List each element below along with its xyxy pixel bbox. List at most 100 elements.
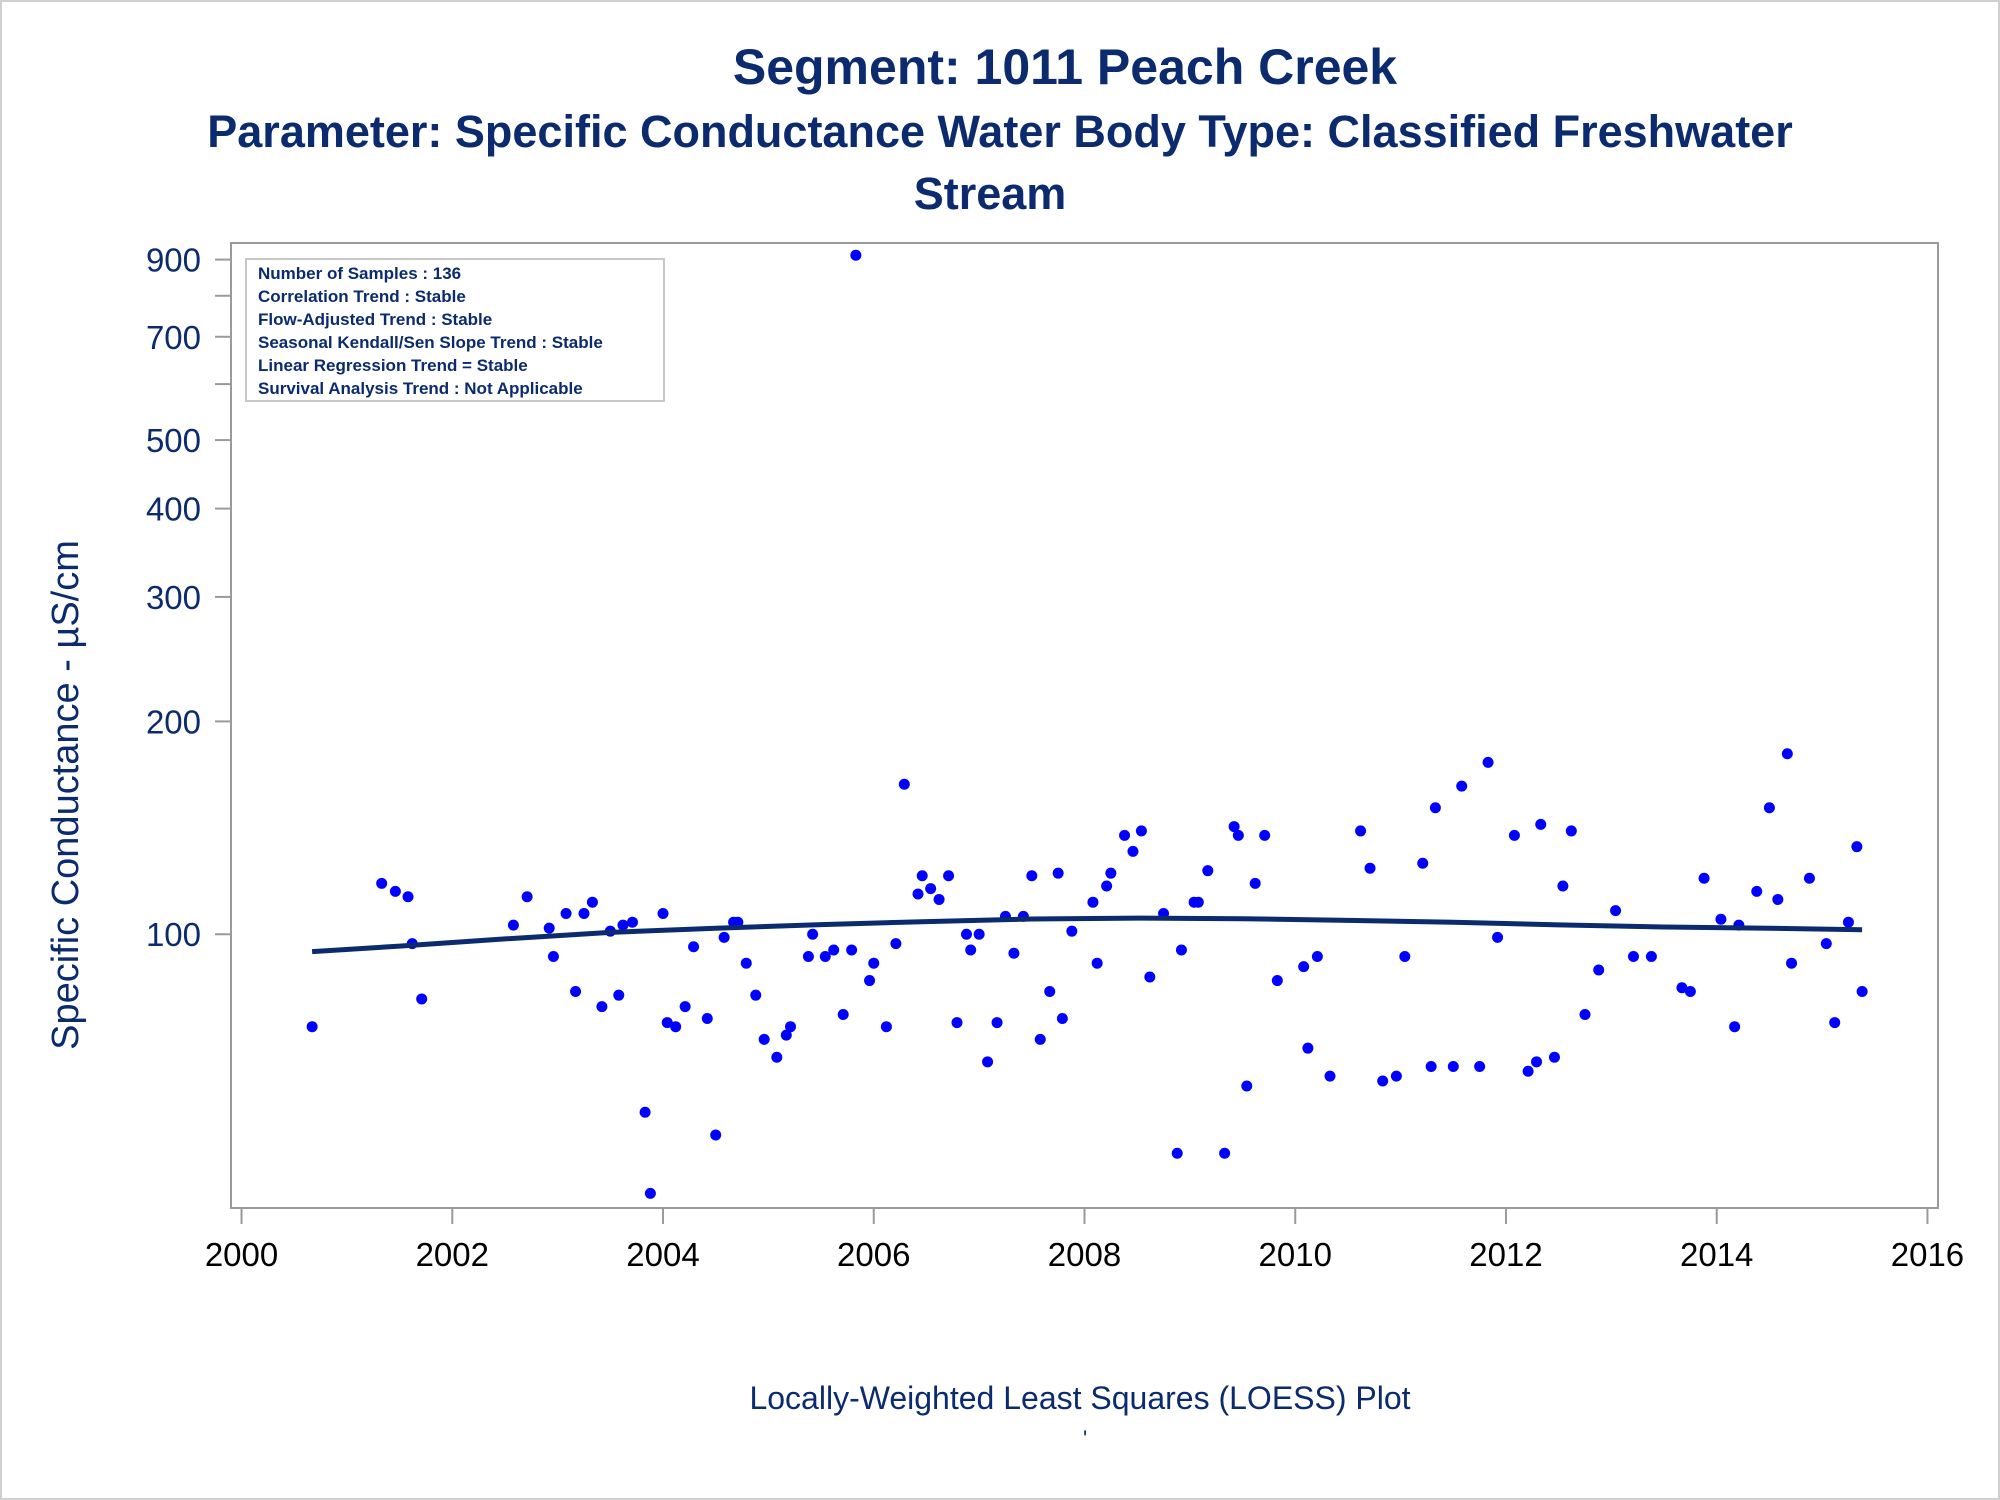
- data-point: [951, 1017, 963, 1029]
- chart-subtitle-line-1: Parameter: Specific Conductance Water Bo…: [207, 106, 1793, 157]
- data-point: [1417, 857, 1429, 869]
- x-tick-label: 2008: [1048, 1236, 1121, 1273]
- data-point: [578, 907, 590, 919]
- y-axis-label: Specific Conductance - µS/cm: [45, 540, 87, 1050]
- data-point: [1066, 925, 1078, 937]
- data-point: [1579, 1008, 1591, 1020]
- data-point: [1763, 802, 1775, 814]
- data-point: [1175, 944, 1187, 956]
- data-point: [960, 928, 972, 940]
- x-tick-label: 2012: [1469, 1236, 1542, 1273]
- data-point: [1610, 905, 1622, 917]
- data-point: [1535, 818, 1547, 830]
- data-point: [1842, 916, 1854, 928]
- data-point: [1259, 829, 1271, 841]
- data-point: [1271, 975, 1283, 987]
- data-point: [846, 944, 858, 956]
- data-point: [1144, 971, 1156, 983]
- data-point: [1056, 1013, 1068, 1025]
- data-point: [1105, 867, 1117, 879]
- loess-series: [311, 915, 1863, 955]
- data-point: [1087, 896, 1099, 908]
- data-point: [679, 1001, 691, 1013]
- data-point: [639, 1106, 651, 1118]
- data-point: [802, 951, 814, 963]
- y-tick-label: 200: [146, 703, 201, 740]
- data-point: [1492, 931, 1504, 943]
- data-point: [1034, 1033, 1046, 1045]
- data-point: [1171, 1147, 1183, 1159]
- scatter-series: [306, 249, 1868, 1199]
- data-point: [1474, 1061, 1486, 1073]
- data-point: [1715, 913, 1727, 925]
- data-point: [657, 907, 669, 919]
- data-point: [1645, 951, 1657, 963]
- y-tick-label: 900: [146, 242, 201, 279]
- data-point: [837, 1008, 849, 1020]
- chart-subtitle-line-2: Stream: [913, 168, 1067, 219]
- data-point: [617, 919, 629, 931]
- x-tick-label: 2004: [626, 1236, 699, 1273]
- data-point: [1008, 947, 1020, 959]
- data-point: [626, 916, 638, 928]
- y-tick-label: 400: [146, 491, 201, 528]
- data-point: [1729, 1021, 1741, 1033]
- data-point: [1565, 825, 1577, 837]
- data-point: [613, 989, 625, 1001]
- data-point: [807, 928, 819, 940]
- info-box-line: Survival Analysis Trend : Not Applicable: [258, 379, 583, 398]
- data-point: [586, 896, 598, 908]
- data-point: [1751, 885, 1763, 897]
- footnote-mark: ': [1083, 1426, 1088, 1451]
- data-point: [1364, 862, 1376, 874]
- x-tick-label: 2010: [1259, 1236, 1332, 1273]
- data-point: [912, 888, 924, 900]
- data-point: [1311, 951, 1323, 963]
- data-point: [1829, 1017, 1841, 1029]
- y-tick-label: 100: [146, 916, 201, 953]
- data-point: [543, 922, 555, 934]
- data-point: [864, 975, 876, 987]
- data-point: [547, 951, 559, 963]
- data-point: [1101, 880, 1113, 892]
- data-point: [570, 985, 582, 997]
- x-tick-label: 2014: [1680, 1236, 1753, 1273]
- data-point: [1548, 1051, 1560, 1063]
- data-point: [991, 1017, 1003, 1029]
- data-point: [596, 1001, 608, 1013]
- data-point: [758, 1033, 770, 1045]
- data-point: [1482, 756, 1494, 768]
- data-point: [780, 1029, 792, 1041]
- data-point: [1052, 867, 1064, 879]
- data-point: [306, 1021, 318, 1033]
- data-point: [1593, 964, 1605, 976]
- data-point: [1044, 985, 1056, 997]
- info-box-line: Flow-Adjusted Trend : Stable: [258, 310, 492, 329]
- data-point: [1390, 1070, 1402, 1082]
- data-point: [925, 883, 937, 895]
- x-axis: 2000 2002 2004 2006 2008 2010 2012 2014 2016: [205, 1208, 1964, 1273]
- data-point: [1119, 829, 1131, 841]
- data-point: [965, 944, 977, 956]
- data-point: [740, 957, 752, 969]
- data-point: [1820, 938, 1832, 950]
- data-point: [880, 1021, 892, 1033]
- data-point: [828, 944, 840, 956]
- data-point: [389, 885, 401, 897]
- x-tick-label: 2006: [837, 1236, 910, 1273]
- data-point: [1429, 802, 1441, 814]
- data-point: [1232, 829, 1244, 841]
- data-point: [416, 993, 428, 1005]
- data-point: [819, 951, 831, 963]
- info-box-line: Correlation Trend : Stable: [258, 287, 466, 306]
- x-tick-label: 2000: [205, 1236, 278, 1273]
- data-point: [1676, 982, 1688, 994]
- data-point: [750, 989, 762, 1001]
- data-point: [1803, 872, 1815, 884]
- data-point: [718, 931, 730, 943]
- data-point: [1786, 957, 1798, 969]
- chart-title: Segment: 1011 Peach Creek: [732, 39, 1398, 95]
- data-point: [521, 891, 533, 903]
- data-point: [1302, 1042, 1314, 1054]
